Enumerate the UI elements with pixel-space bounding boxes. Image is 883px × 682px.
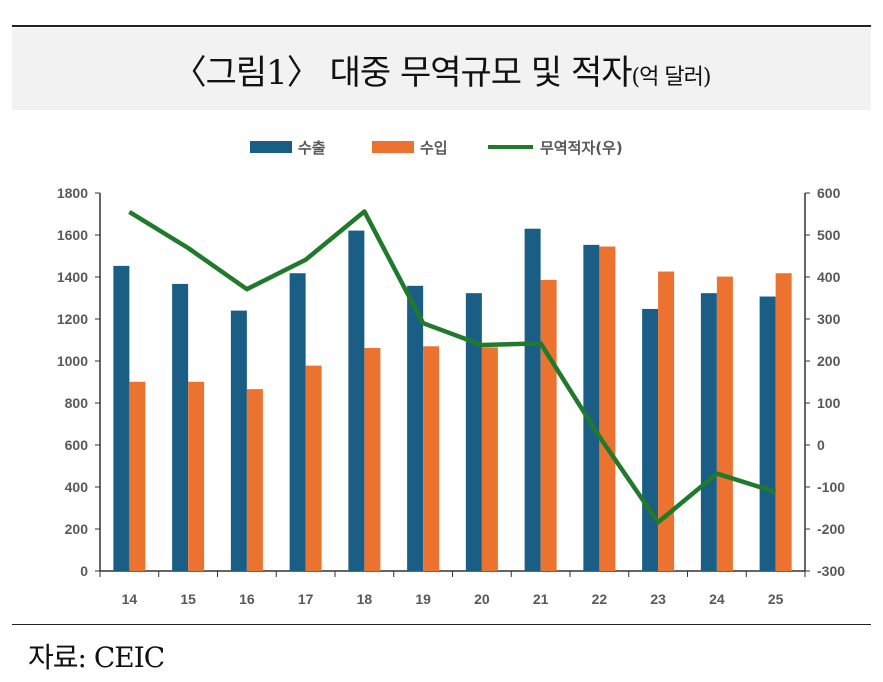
x-tick-label: 19 bbox=[415, 591, 431, 607]
import-bar bbox=[775, 273, 792, 571]
export-bar bbox=[465, 293, 482, 571]
legend-swatch bbox=[250, 141, 292, 153]
export-bar bbox=[759, 296, 776, 571]
right-tick-label: -100 bbox=[817, 479, 845, 495]
x-tick-label: 18 bbox=[357, 591, 373, 607]
left-tick-label: 1400 bbox=[57, 269, 88, 285]
import-bar bbox=[188, 381, 205, 571]
import-bar bbox=[599, 246, 616, 572]
x-tick-label: 22 bbox=[592, 591, 608, 607]
export-bar bbox=[642, 308, 659, 571]
legend-label: 무역적자(우) bbox=[540, 139, 623, 157]
export-bar bbox=[524, 228, 541, 571]
chart-title: 〈그림1〉 대중 무역규모 및 적자(억 달러) bbox=[172, 45, 712, 94]
right-tick-label: 0 bbox=[817, 437, 825, 453]
legend-swatch bbox=[372, 141, 414, 153]
x-tick-label: 24 bbox=[709, 591, 725, 607]
bottom-rule bbox=[12, 624, 871, 625]
import-bar bbox=[246, 389, 263, 571]
x-tick-label: 21 bbox=[533, 591, 549, 607]
left-tick-label: 400 bbox=[65, 479, 89, 495]
top-rule bbox=[12, 25, 871, 27]
import-bar bbox=[658, 271, 675, 571]
left-tick-label: 600 bbox=[65, 437, 89, 453]
right-tick-label: 600 bbox=[817, 185, 841, 201]
x-tick-label: 25 bbox=[768, 591, 784, 607]
import-bar bbox=[423, 346, 440, 571]
right-tick-label: 500 bbox=[817, 227, 841, 243]
export-bar bbox=[700, 293, 717, 571]
import-bar bbox=[305, 365, 322, 571]
x-tick-label: 16 bbox=[239, 591, 255, 607]
x-tick-label: 23 bbox=[650, 591, 666, 607]
right-tick-label: 200 bbox=[817, 353, 841, 369]
right-tick-label: 100 bbox=[817, 395, 841, 411]
export-bar bbox=[113, 265, 130, 571]
import-bar bbox=[129, 381, 146, 571]
import-bar bbox=[716, 276, 733, 571]
import-bar bbox=[364, 347, 381, 571]
left-tick-label: 800 bbox=[65, 395, 89, 411]
export-bar bbox=[348, 230, 365, 571]
import-bar bbox=[481, 347, 498, 571]
export-bar bbox=[172, 283, 189, 571]
export-bar bbox=[583, 244, 600, 571]
left-tick-label: 0 bbox=[80, 563, 88, 579]
export-bar bbox=[289, 273, 306, 571]
x-tick-label: 14 bbox=[122, 591, 138, 607]
legend-label: 수입 bbox=[420, 139, 448, 157]
right-tick-label: 300 bbox=[817, 311, 841, 327]
right-tick-label: -200 bbox=[817, 521, 845, 537]
left-tick-label: 1600 bbox=[57, 227, 88, 243]
x-tick-label: 15 bbox=[180, 591, 196, 607]
export-bar bbox=[230, 310, 247, 571]
left-tick-label: 1800 bbox=[57, 185, 88, 201]
title-bar: 〈그림1〉 대중 무역규모 및 적자(억 달러) bbox=[12, 28, 871, 110]
left-tick-label: 1000 bbox=[57, 353, 88, 369]
left-tick-label: 1200 bbox=[57, 311, 88, 327]
x-tick-label: 20 bbox=[474, 591, 490, 607]
right-tick-label: 400 bbox=[817, 269, 841, 285]
export-bar bbox=[407, 285, 424, 571]
chart-title-main: 〈그림1〉 대중 무역규모 및 적자 bbox=[172, 52, 633, 93]
left-tick-label: 200 bbox=[65, 521, 89, 537]
x-tick-label: 17 bbox=[298, 591, 314, 607]
import-bar bbox=[540, 279, 557, 571]
legend-label: 수출 bbox=[298, 139, 326, 157]
source-note: 자료: CEIC bbox=[28, 641, 165, 674]
chart-title-unit: (억 달러) bbox=[631, 64, 712, 90]
trade-balance-line bbox=[128, 209, 777, 525]
right-tick-label: -300 bbox=[817, 563, 845, 579]
